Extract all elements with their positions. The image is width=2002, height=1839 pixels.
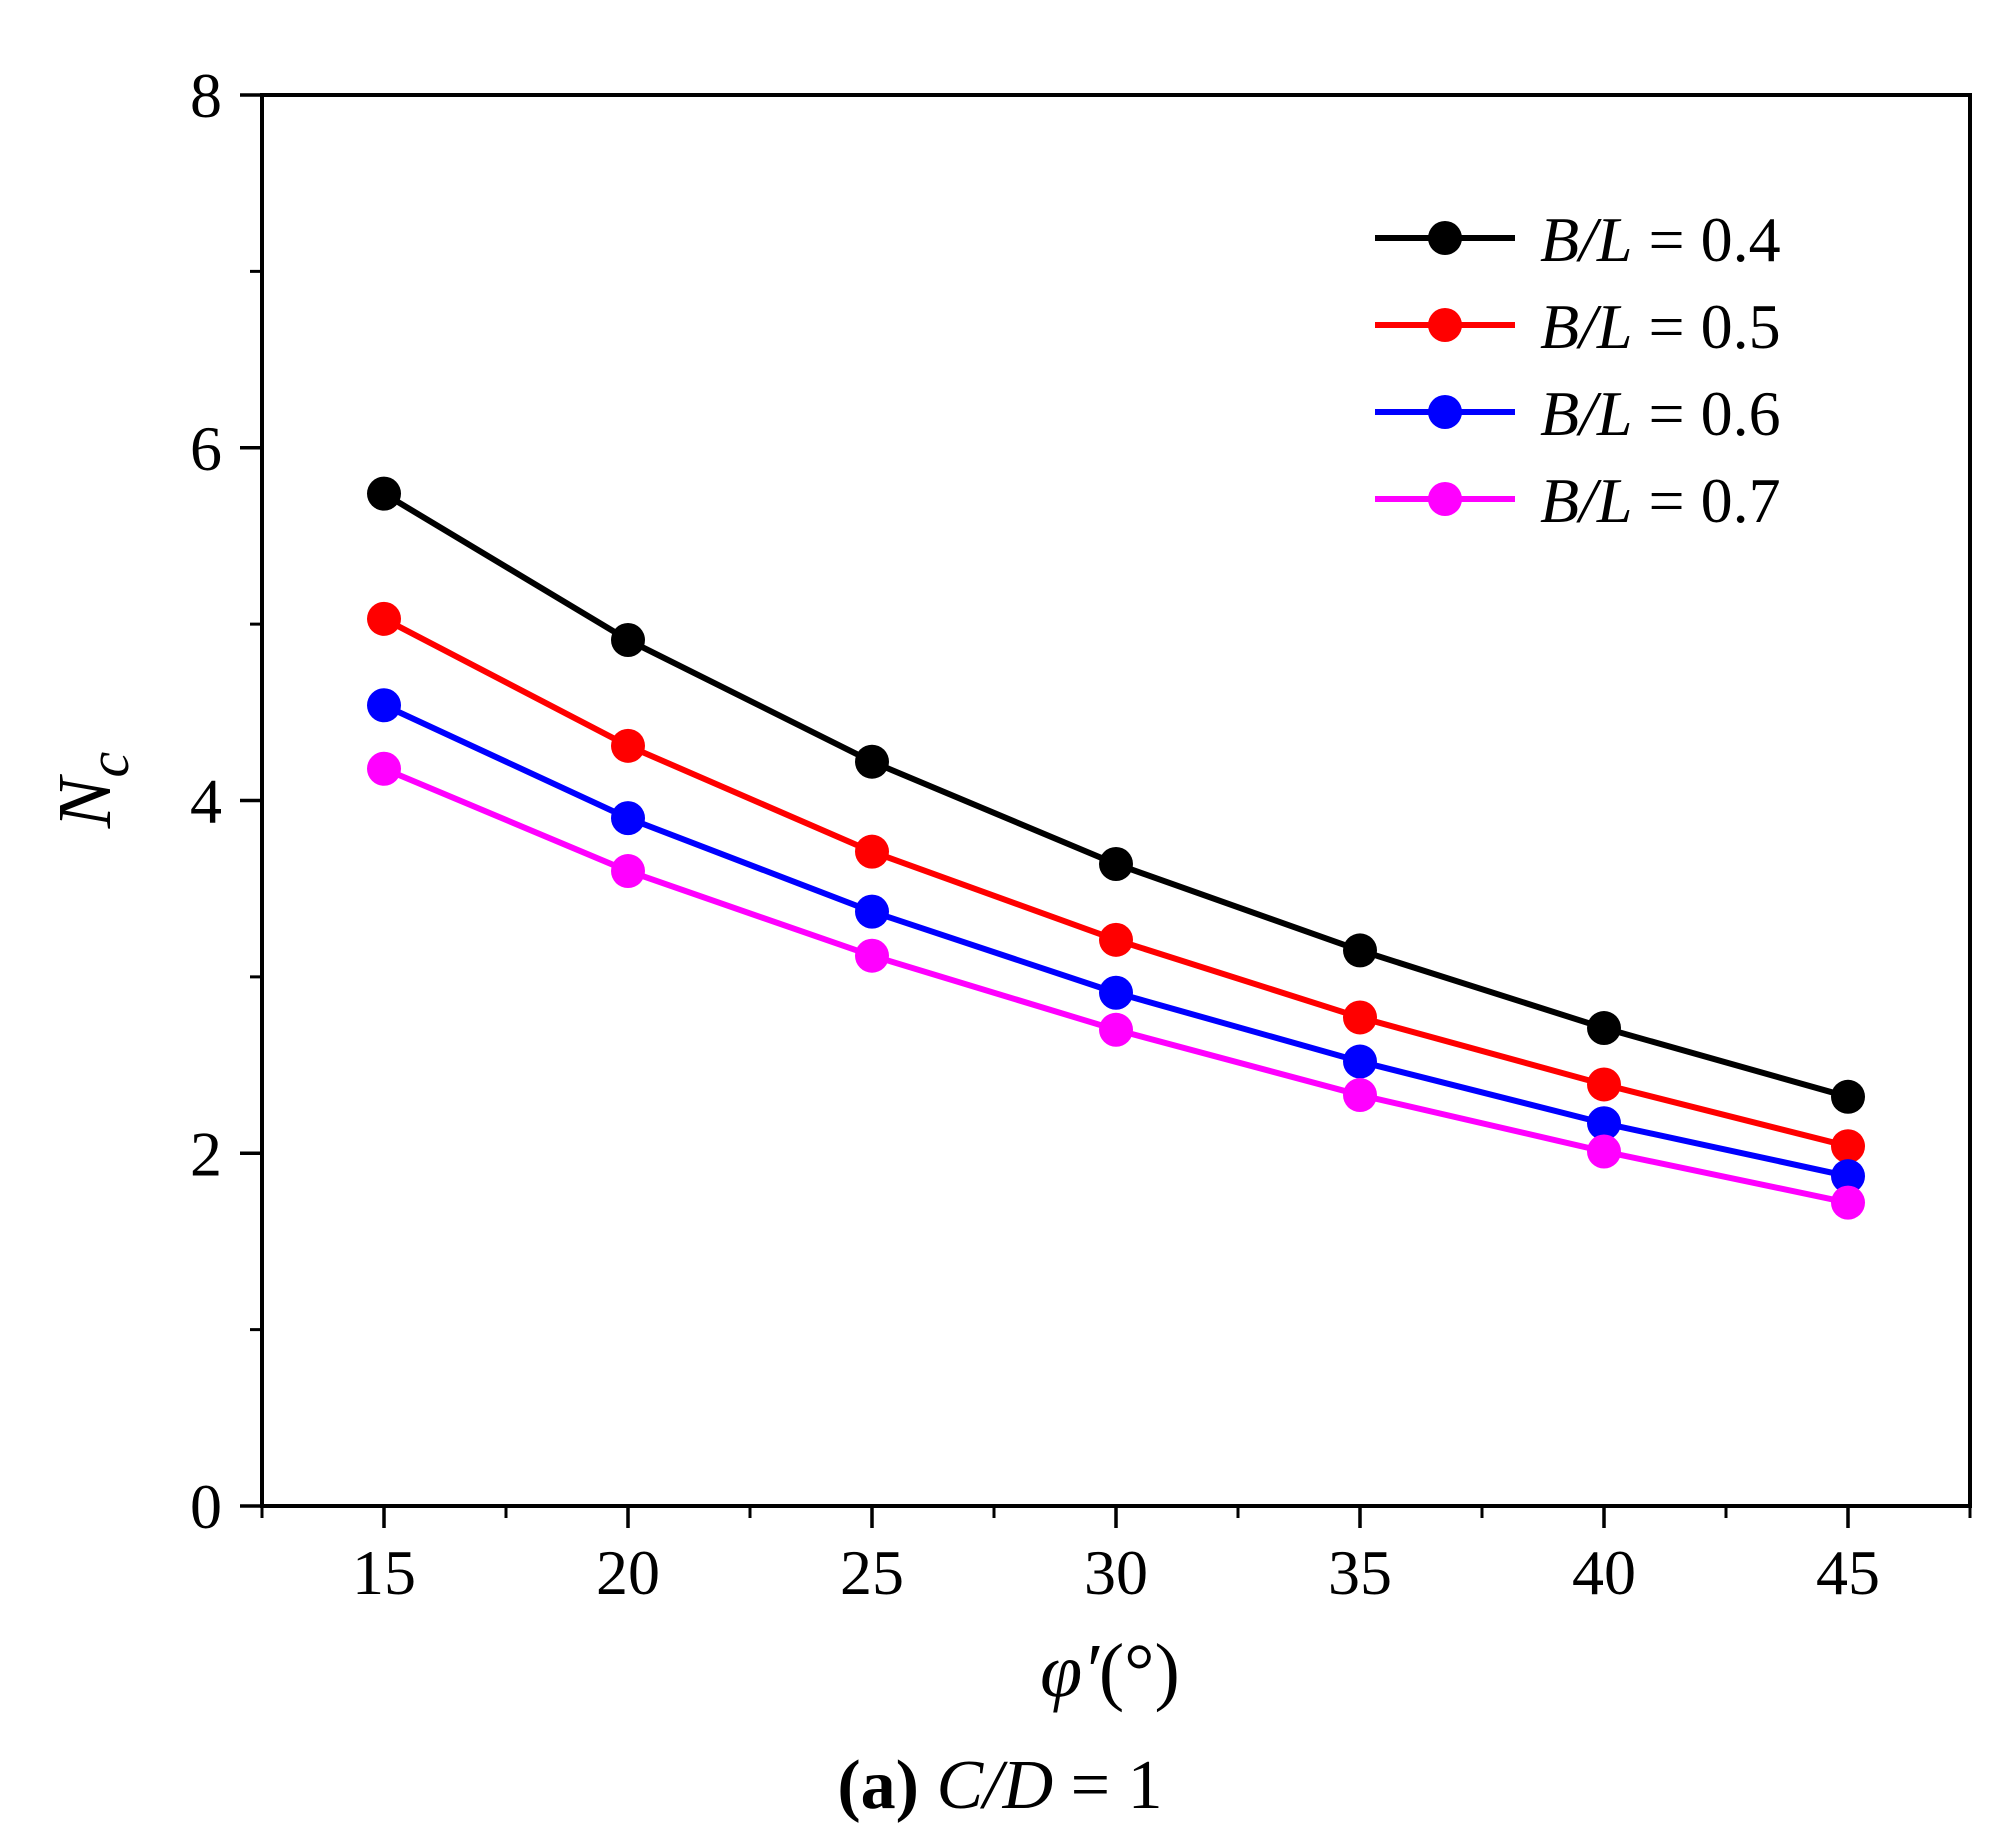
data-point (1587, 1134, 1621, 1169)
legend-label-variable: B/L (1540, 204, 1632, 275)
series-4 (367, 751, 1865, 1220)
y-axis-title-sub: c (76, 752, 141, 778)
y-tick-label: 2 (190, 1118, 222, 1189)
data-point (855, 894, 889, 929)
data-point (611, 622, 645, 657)
legend-label: B/L = 0.5 (1540, 291, 1781, 362)
data-point (367, 476, 401, 511)
x-tick-label: 25 (840, 1537, 904, 1608)
data-point (1343, 1000, 1377, 1035)
caption-label: (a) (837, 1747, 919, 1824)
x-axis-title-symbol: φ′ (1040, 1629, 1100, 1713)
x-axis-title-unit: (°) (1099, 1629, 1180, 1713)
data-point (1343, 1078, 1377, 1113)
data-point (1587, 1106, 1621, 1141)
legend-label: B/L = 0.7 (1540, 465, 1781, 536)
data-point (367, 751, 401, 786)
data-point (855, 834, 889, 869)
data-point (367, 688, 401, 723)
y-tick-label: 6 (190, 413, 222, 484)
legend-item: B/L = 0.5 (1375, 291, 1781, 362)
data-point (367, 601, 401, 636)
data-point (1831, 1129, 1865, 1164)
data-point (855, 938, 889, 973)
minor-ticks (250, 269, 1972, 1518)
data-point (611, 854, 645, 889)
x-tick-label: 15 (352, 1537, 416, 1608)
data-point (1099, 922, 1133, 957)
data-point (855, 744, 889, 779)
data-point (1831, 1185, 1865, 1220)
data-point (1099, 975, 1133, 1010)
major-ticks (240, 93, 1850, 1528)
legend-marker (1428, 221, 1462, 255)
y-tick-label: 8 (190, 60, 222, 131)
x-tick-label: 20 (596, 1537, 660, 1608)
legend-item: B/L = 0.7 (1375, 465, 1781, 536)
data-point (1831, 1159, 1865, 1194)
legend-item: B/L = 0.4 (1375, 204, 1781, 275)
data-point (1831, 1079, 1865, 1114)
y-tick-label: 4 (190, 766, 222, 837)
tick-labels: 15 20 25 30 35 40 45 0 2 4 6 8 (190, 60, 1880, 1608)
x-axis-title: φ′(°) (1040, 1629, 1180, 1713)
x-tick-label: 45 (1816, 1537, 1880, 1608)
legend-label-value: = 0.5 (1632, 291, 1780, 362)
x-tick-label: 40 (1572, 1537, 1636, 1608)
data-point (1587, 1067, 1621, 1102)
legend-label-variable: B/L (1540, 378, 1632, 449)
data-point (611, 801, 645, 836)
legend-label-variable: B/L (1540, 465, 1632, 536)
data-point (1099, 1012, 1133, 1047)
legend-label-value: = 0.7 (1632, 465, 1780, 536)
figure-caption: (a) C/D = 1 (837, 1747, 1162, 1824)
y-tick-label: 0 (190, 1471, 222, 1542)
legend-label-value: = 0.4 (1632, 204, 1780, 275)
x-tick-label: 35 (1328, 1537, 1392, 1608)
series-2 (367, 601, 1865, 1164)
legend-item: B/L = 0.6 (1375, 378, 1781, 449)
x-tick-label: 30 (1084, 1537, 1148, 1608)
legend: B/L = 0.4B/L = 0.5B/L = 0.6B/L = 0.7 (1375, 204, 1781, 536)
series-line (382, 616, 1849, 1150)
legend-label-variable: B/L (1540, 291, 1632, 362)
data-point (1343, 1044, 1377, 1079)
legend-label: B/L = 0.6 (1540, 378, 1781, 449)
data-point (1099, 846, 1133, 881)
data-point (611, 728, 645, 763)
caption-variable: C/D (936, 1747, 1053, 1824)
data-point (1587, 1011, 1621, 1046)
series-3 (367, 688, 1865, 1194)
legend-label-value: = 0.6 (1632, 378, 1780, 449)
series-1 (367, 476, 1865, 1114)
y-axis-title: Nc (43, 752, 141, 830)
y-axis-title-main: N (43, 773, 127, 829)
legend-label: B/L = 0.4 (1540, 204, 1781, 275)
legend-marker (1428, 308, 1462, 342)
caption-value: = 1 (1053, 1747, 1162, 1824)
series-layer (367, 476, 1865, 1220)
legend-marker (1428, 482, 1462, 516)
data-point (1343, 933, 1377, 968)
legend-marker (1428, 395, 1462, 429)
